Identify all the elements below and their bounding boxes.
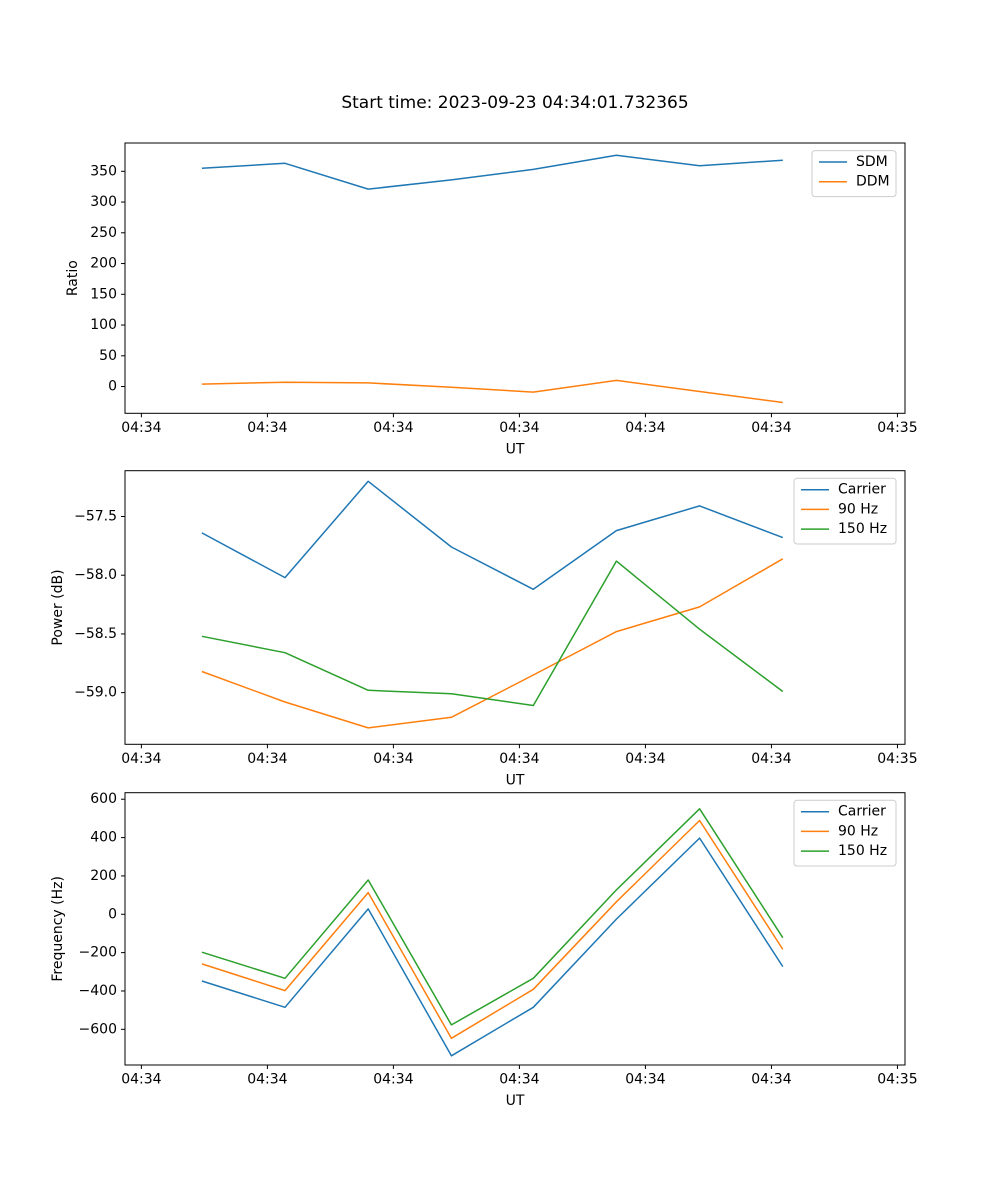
x-tick-label: 04:34 (121, 751, 161, 767)
y-axis-label: Power (dB) (50, 569, 66, 645)
y-tick-label: −58.0 (74, 567, 117, 583)
chart-title: Start time: 2023-09-23 04:34:01.732365 (341, 93, 689, 113)
legend-label-carrier: Carrier (838, 804, 886, 820)
x-tick-label: 04:34 (121, 1072, 161, 1088)
x-tick-label: 04:35 (877, 751, 917, 767)
x-tick-label: 04:34 (625, 751, 665, 767)
legend: Carrier 90 Hz 150 Hz (793, 477, 897, 545)
y-tick-label: −59.0 (74, 685, 117, 701)
y-tick-label: −400 (79, 983, 117, 999)
x-tick-label: 04:34 (373, 1072, 413, 1088)
series-line-150-hz (201, 560, 784, 707)
x-tick-label: 04:34 (751, 420, 791, 436)
legend-label-90-hz: 90 Hz (838, 823, 878, 839)
y-tick-label: 350 (90, 163, 117, 179)
subplot-frequency-hz: 04:34 04:34 04:34 04:34 04:34 04:34 04:35 −600 −… (50, 791, 918, 1109)
x-tick-label: 04:34 (499, 420, 539, 436)
x-tick-label: 04:34 (499, 1072, 539, 1088)
y-tick-label: −57.5 (74, 508, 117, 524)
x-tick-label: 04:34 (373, 751, 413, 767)
y-tick-label: 0 (108, 379, 117, 395)
axes-frame (124, 470, 906, 745)
series-line-90-hz (201, 819, 784, 1040)
y-tick-label: −600 (79, 1021, 117, 1037)
legend-label-150-hz: 150 Hz (838, 521, 887, 537)
y-axis-label: Frequency (Hz) (50, 876, 66, 982)
x-tick-label: 04:34 (625, 1072, 665, 1088)
x-tick-label: 04:34 (247, 420, 287, 436)
legend-label-ddm: DDM (856, 174, 890, 190)
series-line-90-hz (201, 558, 784, 729)
y-tick-label: 50 (99, 348, 117, 364)
legend: Carrier 90 Hz 150 Hz (793, 799, 897, 867)
x-tick-label: 04:34 (499, 751, 539, 767)
legend-label-90-hz: 90 Hz (838, 501, 878, 517)
y-tick-label: −200 (79, 945, 117, 961)
y-tick-label: 250 (90, 225, 117, 241)
legend-label-carrier: Carrier (838, 482, 886, 498)
x-tick-label: 04:34 (121, 420, 161, 436)
series-line-150-hz (201, 808, 784, 1026)
subplot-power-db: 04:34 04:34 04:34 04:34 04:34 04:34 04:35 −59.0… (50, 470, 918, 788)
series-line-ddm (201, 379, 783, 404)
y-tick-label: 300 (90, 194, 117, 210)
y-axis-label: Ratio (65, 260, 81, 296)
x-tick-label: 04:35 (877, 1072, 917, 1088)
x-tick-label: 04:34 (625, 420, 665, 436)
x-tick-label: 04:34 (751, 1072, 791, 1088)
y-tick-label: 600 (90, 791, 117, 807)
x-axis-label: UT (506, 441, 525, 457)
axes-frame (124, 792, 906, 1066)
series-line-carrier (201, 480, 784, 591)
series-line-sdm (201, 154, 783, 190)
x-tick-label: 04:34 (247, 751, 287, 767)
x-axis-label: UT (506, 1093, 525, 1109)
x-axis-label: UT (506, 772, 525, 788)
legend-box (793, 477, 897, 545)
y-tick-label: 400 (90, 830, 117, 846)
legend-label-150-hz: 150 Hz (838, 843, 887, 859)
axes-frame (124, 142, 906, 414)
x-tick-label: 04:34 (247, 1072, 287, 1088)
legend: SDM DDM (811, 150, 897, 198)
x-tick-label: 04:34 (373, 420, 413, 436)
legend-label-sdm: SDM (856, 154, 888, 170)
y-tick-label: 0 (108, 906, 117, 922)
y-tick-label: 100 (90, 317, 117, 333)
x-tick-label: 04:35 (877, 420, 917, 436)
y-tick-label: 200 (90, 868, 117, 884)
legend-box (793, 799, 897, 867)
series-line-carrier (201, 837, 784, 1057)
subplot-ratio: 04:34 04:34 04:34 04:34 04:34 04:34 04:35 0 50 10… (65, 142, 918, 457)
y-tick-label: 150 (90, 286, 117, 302)
y-tick-label: −58.5 (74, 626, 117, 642)
x-tick-label: 04:34 (751, 751, 791, 767)
y-tick-label: 200 (90, 256, 117, 272)
